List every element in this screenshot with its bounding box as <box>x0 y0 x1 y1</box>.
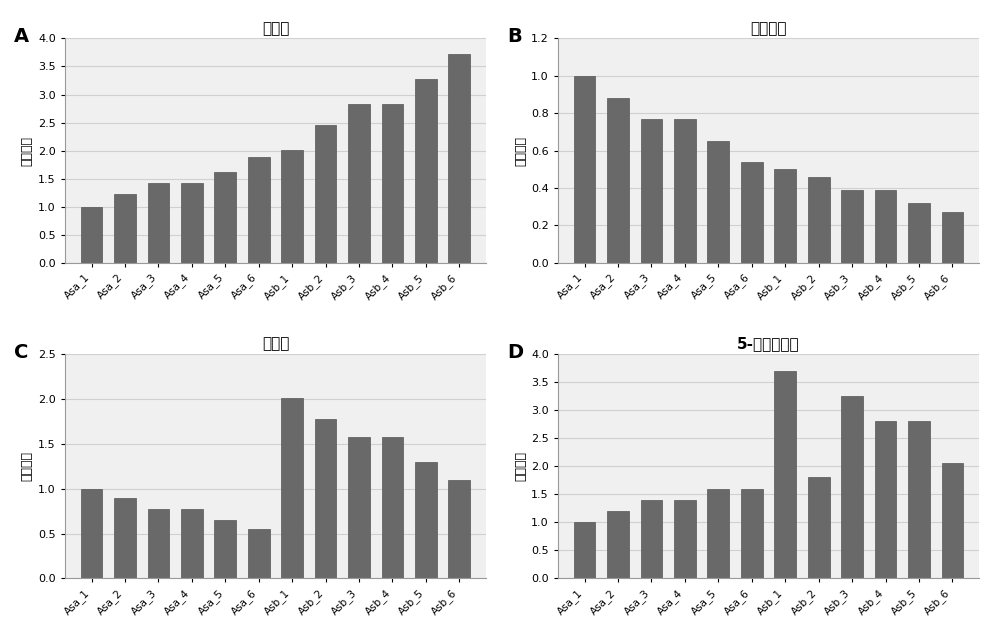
Bar <box>181 183 203 263</box>
Bar <box>641 119 662 263</box>
Bar <box>348 104 370 263</box>
Text: D: D <box>507 343 523 362</box>
Bar <box>281 398 303 579</box>
Title: 苯丙氨酸: 苯丙氨酸 <box>750 21 787 36</box>
Bar <box>808 477 830 579</box>
Bar <box>148 509 169 579</box>
Bar <box>674 119 696 263</box>
Bar <box>707 489 729 579</box>
Bar <box>674 500 696 579</box>
Bar <box>114 498 136 579</box>
Title: 酰胺酸: 酰胺酸 <box>262 21 289 36</box>
Y-axis label: 浓度比例: 浓度比例 <box>514 451 527 481</box>
Bar <box>841 396 863 579</box>
Bar <box>114 195 136 263</box>
Title: 5-羟基色氨酸: 5-羟基色氨酸 <box>737 336 800 352</box>
Bar <box>148 183 169 263</box>
Bar <box>415 462 437 579</box>
Bar <box>875 190 896 263</box>
Bar <box>942 463 963 579</box>
Bar <box>574 76 595 263</box>
Text: A: A <box>14 27 29 46</box>
Y-axis label: 浓度比例: 浓度比例 <box>21 136 34 166</box>
Bar <box>81 207 102 263</box>
Bar <box>908 203 930 263</box>
Bar <box>382 104 403 263</box>
Bar <box>181 509 203 579</box>
Title: 山奈酚: 山奈酚 <box>262 336 289 352</box>
Bar <box>248 529 270 579</box>
Bar <box>81 489 102 579</box>
Bar <box>348 438 370 579</box>
Bar <box>281 149 303 263</box>
Bar <box>841 190 863 263</box>
Y-axis label: 浓度比例: 浓度比例 <box>514 136 527 166</box>
Bar <box>741 162 763 263</box>
Bar <box>214 520 236 579</box>
Bar <box>315 126 336 263</box>
Bar <box>415 79 437 263</box>
Bar <box>707 141 729 263</box>
Bar <box>774 169 796 263</box>
Bar <box>808 177 830 263</box>
Bar <box>774 371 796 579</box>
Y-axis label: 浓度比例: 浓度比例 <box>21 451 34 481</box>
Text: C: C <box>14 343 29 362</box>
Bar <box>214 172 236 263</box>
Text: B: B <box>507 27 522 46</box>
Bar <box>448 480 470 579</box>
Bar <box>382 438 403 579</box>
Bar <box>908 421 930 579</box>
Bar <box>448 54 470 263</box>
Bar <box>574 523 595 579</box>
Bar <box>248 158 270 263</box>
Bar <box>315 419 336 579</box>
Bar <box>641 500 662 579</box>
Bar <box>741 489 763 579</box>
Bar <box>607 511 629 579</box>
Bar <box>875 421 896 579</box>
Bar <box>942 212 963 263</box>
Bar <box>607 98 629 263</box>
